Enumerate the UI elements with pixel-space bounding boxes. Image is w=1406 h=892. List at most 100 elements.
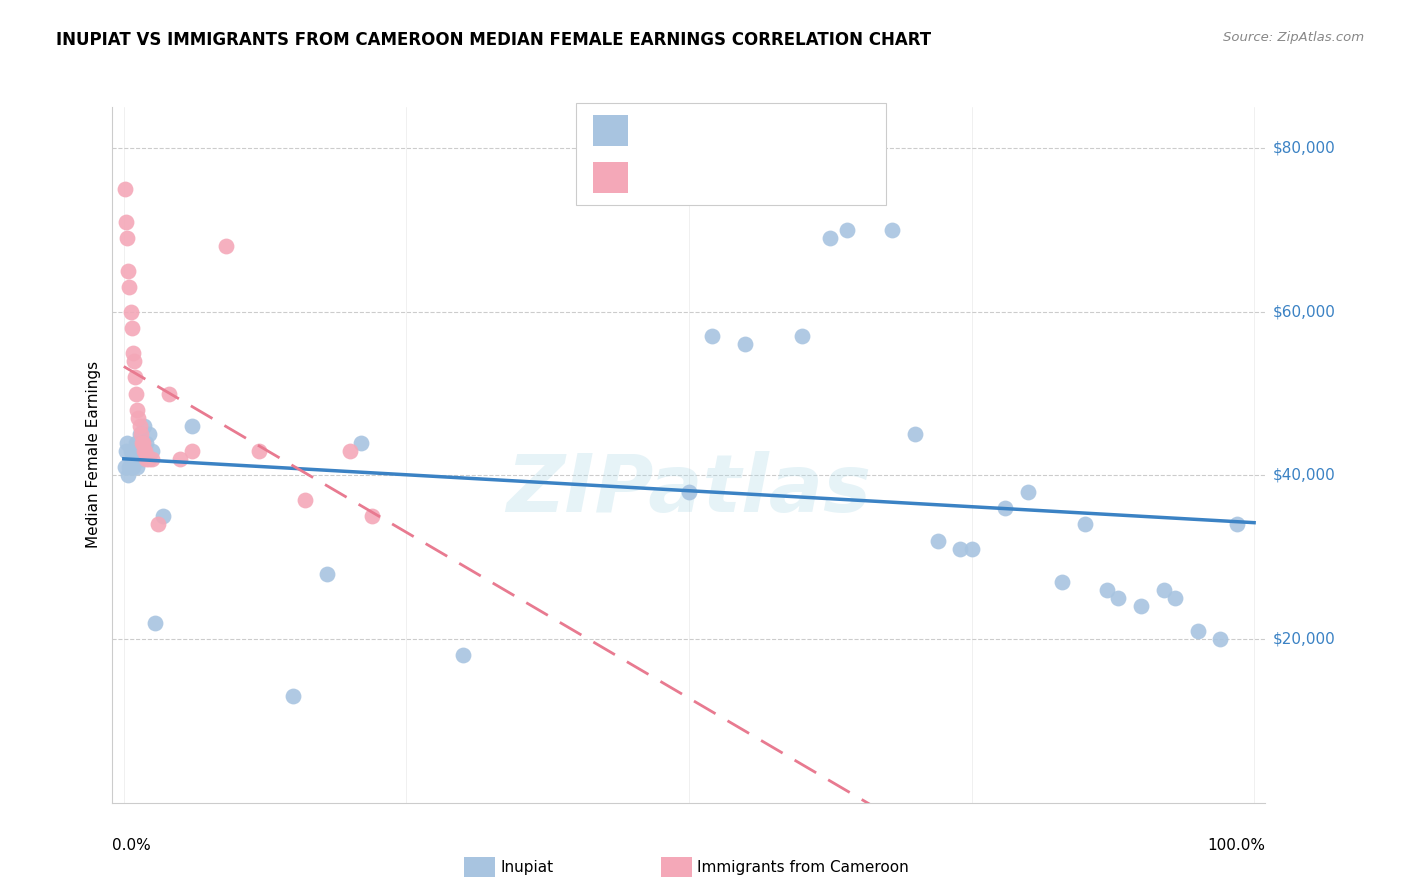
Point: [818, 231, 841, 245]
Text: $80,000: $80,000: [1272, 140, 1336, 155]
Point: [127, 411, 149, 425]
Y-axis label: Median Female Earnings: Median Female Earnings: [86, 361, 101, 549]
Point: [1153, 582, 1175, 597]
Point: [249, 443, 271, 458]
Text: R =: R =: [640, 170, 673, 185]
Point: [132, 435, 155, 450]
Point: [904, 427, 927, 442]
Text: 100.0%: 100.0%: [1208, 838, 1265, 854]
Point: [451, 648, 474, 663]
Point: [132, 443, 155, 458]
Point: [882, 223, 904, 237]
Point: [122, 353, 145, 368]
Text: 0.0%: 0.0%: [112, 838, 152, 854]
Text: 55: 55: [806, 170, 827, 185]
Point: [138, 427, 160, 442]
Point: [124, 452, 146, 467]
Point: [135, 452, 157, 467]
Point: [131, 452, 153, 467]
Point: [145, 615, 167, 630]
Point: [361, 509, 384, 524]
Text: R =: R =: [640, 123, 673, 137]
Point: [127, 403, 149, 417]
Point: [1107, 591, 1129, 606]
Point: [1073, 517, 1095, 532]
Text: N =: N =: [763, 170, 797, 185]
Point: [700, 329, 723, 343]
Point: [949, 542, 972, 557]
Point: [1209, 632, 1232, 646]
Point: [120, 443, 142, 458]
Point: [1095, 582, 1118, 597]
Point: [134, 419, 156, 434]
Point: [134, 443, 156, 458]
Point: [214, 239, 236, 253]
Point: [960, 542, 983, 557]
Point: [134, 443, 156, 458]
Point: [128, 427, 150, 442]
Point: [115, 443, 138, 458]
Point: [169, 452, 191, 467]
Point: [131, 435, 153, 450]
Point: [129, 443, 152, 458]
Point: [157, 386, 180, 401]
Point: [117, 468, 139, 483]
Point: [1164, 591, 1187, 606]
Point: [180, 443, 202, 458]
Point: [129, 427, 152, 442]
Point: [339, 443, 361, 458]
Text: $20,000: $20,000: [1272, 632, 1336, 647]
Point: [115, 214, 138, 228]
Text: N =: N =: [763, 123, 797, 137]
Point: [125, 435, 148, 450]
Text: Inupiat: Inupiat: [501, 860, 554, 874]
Point: [1187, 624, 1209, 638]
Text: -0.012: -0.012: [688, 170, 742, 185]
Point: [115, 435, 138, 450]
Point: [1226, 517, 1249, 532]
Text: $40,000: $40,000: [1272, 468, 1336, 483]
Point: [114, 182, 136, 196]
Point: [152, 509, 174, 524]
Point: [125, 386, 148, 401]
Point: [316, 566, 339, 581]
Point: [734, 337, 756, 351]
Point: [180, 419, 202, 434]
Point: [120, 304, 142, 318]
Point: [115, 231, 138, 245]
Point: [124, 370, 146, 384]
Point: [121, 452, 143, 467]
Point: [122, 443, 145, 458]
Point: [837, 223, 859, 237]
Point: [678, 484, 700, 499]
Point: [141, 452, 163, 467]
Point: [350, 435, 373, 450]
Text: Source: ZipAtlas.com: Source: ZipAtlas.com: [1223, 31, 1364, 45]
Text: -0.176: -0.176: [688, 123, 742, 137]
Point: [117, 264, 139, 278]
Point: [118, 280, 141, 294]
Point: [927, 533, 949, 548]
Point: [146, 517, 169, 532]
Point: [121, 460, 143, 475]
Point: [994, 501, 1017, 516]
Point: [1017, 484, 1039, 499]
Text: INUPIAT VS IMMIGRANTS FROM CAMEROON MEDIAN FEMALE EARNINGS CORRELATION CHART: INUPIAT VS IMMIGRANTS FROM CAMEROON MEDI…: [56, 31, 931, 49]
Point: [128, 419, 150, 434]
Point: [121, 321, 143, 335]
Point: [1050, 574, 1073, 589]
Point: [114, 460, 136, 475]
Text: ZIPatlas: ZIPatlas: [506, 450, 872, 529]
Point: [1130, 599, 1153, 614]
Text: 52: 52: [806, 123, 827, 137]
Point: [294, 492, 316, 507]
Text: Immigrants from Cameroon: Immigrants from Cameroon: [697, 860, 910, 874]
Point: [138, 452, 160, 467]
Point: [141, 443, 163, 458]
Point: [283, 690, 305, 704]
Text: $60,000: $60,000: [1272, 304, 1336, 319]
Point: [135, 435, 157, 450]
Point: [118, 460, 141, 475]
Point: [127, 460, 149, 475]
Point: [790, 329, 813, 343]
